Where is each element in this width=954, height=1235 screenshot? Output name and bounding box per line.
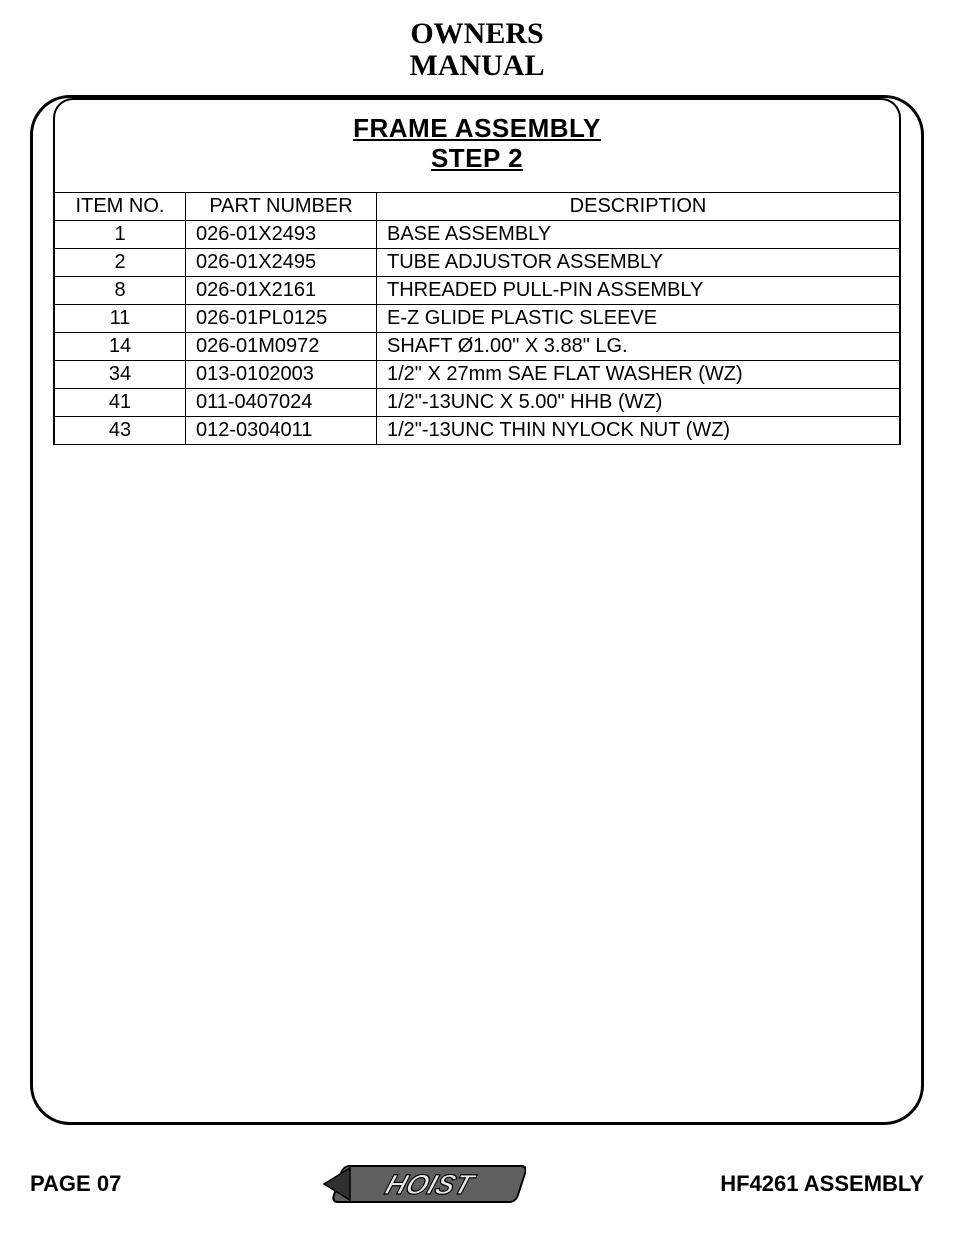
cell-item-no: 11 bbox=[55, 304, 186, 332]
cell-part-number: 013-0102003 bbox=[186, 360, 377, 388]
inner-box: FRAME ASSEMBLY STEP 2 ITEM NO. PART NUMB… bbox=[53, 98, 901, 445]
cell-description: SHAFT Ø1.00" X 3.88" LG. bbox=[377, 332, 900, 360]
cell-description: E-Z GLIDE PLASTIC SLEEVE bbox=[377, 304, 900, 332]
cell-description: BASE ASSEMBLY bbox=[377, 220, 900, 248]
cell-item-no: 41 bbox=[55, 388, 186, 416]
table-header-row: ITEM NO. PART NUMBER DESCRIPTION bbox=[55, 192, 899, 220]
hoist-logo-icon: HOIST bbox=[316, 1158, 526, 1210]
outer-frame: FRAME ASSEMBLY STEP 2 ITEM NO. PART NUMB… bbox=[30, 95, 924, 1125]
cell-item-no: 14 bbox=[55, 332, 186, 360]
section-title-line1: FRAME ASSEMBLY bbox=[55, 114, 899, 144]
col-part-number: PART NUMBER bbox=[186, 192, 377, 220]
cell-item-no: 8 bbox=[55, 276, 186, 304]
document-title-line2: MANUAL bbox=[30, 50, 924, 82]
cell-description: 1/2"-13UNC THIN NYLOCK NUT (WZ) bbox=[377, 416, 900, 444]
table-row: 8026-01X2161THREADED PULL-PIN ASSEMBLY bbox=[55, 276, 899, 304]
col-description: DESCRIPTION bbox=[377, 192, 900, 220]
cell-item-no: 34 bbox=[55, 360, 186, 388]
document-title-line1: OWNERS bbox=[30, 18, 924, 50]
model-label: HF4261 ASSEMBLY bbox=[720, 1171, 924, 1197]
table-row: 43012-03040111/2"-13UNC THIN NYLOCK NUT … bbox=[55, 416, 899, 444]
section-title: FRAME ASSEMBLY STEP 2 bbox=[55, 114, 899, 174]
cell-part-number: 026-01X2493 bbox=[186, 220, 377, 248]
cell-description: THREADED PULL-PIN ASSEMBLY bbox=[377, 276, 900, 304]
cell-item-no: 1 bbox=[55, 220, 186, 248]
cell-item-no: 43 bbox=[55, 416, 186, 444]
cell-description: 1/2"-13UNC X 5.00" HHB (WZ) bbox=[377, 388, 900, 416]
cell-description: 1/2" X 27mm SAE FLAT WASHER (WZ) bbox=[377, 360, 900, 388]
cell-part-number: 011-0407024 bbox=[186, 388, 377, 416]
cell-description: TUBE ADJUSTOR ASSEMBLY bbox=[377, 248, 900, 276]
table-row: 14026-01M0972SHAFT Ø1.00" X 3.88" LG. bbox=[55, 332, 899, 360]
logo-text: HOIST bbox=[381, 1170, 479, 1201]
table-row: 11026-01PL0125E-Z GLIDE PLASTIC SLEEVE bbox=[55, 304, 899, 332]
cell-part-number: 026-01X2495 bbox=[186, 248, 377, 276]
page-number: PAGE 07 bbox=[30, 1171, 121, 1197]
cell-part-number: 026-01X2161 bbox=[186, 276, 377, 304]
page: OWNERS MANUAL FRAME ASSEMBLY STEP 2 ITEM… bbox=[0, 0, 954, 1235]
page-footer: PAGE 07 HOIST HF4261 ASSEMBLY bbox=[30, 1158, 924, 1210]
parts-table: ITEM NO. PART NUMBER DESCRIPTION 1026-01… bbox=[55, 192, 899, 445]
table-body: 1026-01X2493BASE ASSEMBLY2026-01X2495TUB… bbox=[55, 220, 899, 444]
table-header: ITEM NO. PART NUMBER DESCRIPTION bbox=[55, 192, 899, 220]
cell-part-number: 012-0304011 bbox=[186, 416, 377, 444]
table-row: 41011-04070241/2"-13UNC X 5.00" HHB (WZ) bbox=[55, 388, 899, 416]
table-row: 34013-01020031/2" X 27mm SAE FLAT WASHER… bbox=[55, 360, 899, 388]
table-row: 2026-01X2495TUBE ADJUSTOR ASSEMBLY bbox=[55, 248, 899, 276]
document-title: OWNERS MANUAL bbox=[30, 18, 924, 81]
cell-item-no: 2 bbox=[55, 248, 186, 276]
cell-part-number: 026-01PL0125 bbox=[186, 304, 377, 332]
section-title-line2: STEP 2 bbox=[55, 144, 899, 174]
table-row: 1026-01X2493BASE ASSEMBLY bbox=[55, 220, 899, 248]
cell-part-number: 026-01M0972 bbox=[186, 332, 377, 360]
col-item-no: ITEM NO. bbox=[55, 192, 186, 220]
